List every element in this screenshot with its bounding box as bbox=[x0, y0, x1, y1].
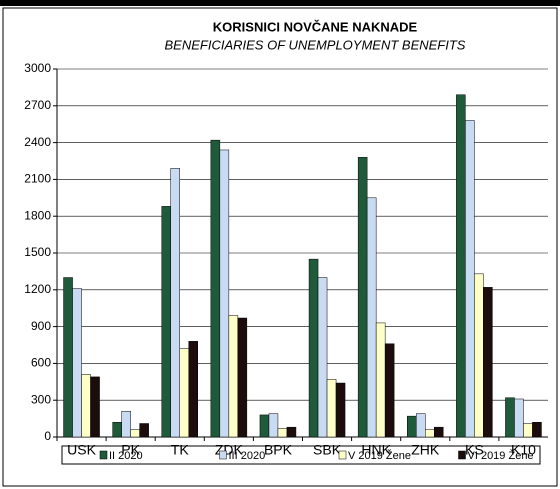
bar bbox=[139, 423, 149, 438]
y-tick-label: 1800 bbox=[24, 208, 51, 222]
bar bbox=[456, 94, 466, 438]
bar bbox=[434, 426, 444, 438]
chart-subtitle: BENEFICIARIES OF UNEMPLOYMENT BENEFITS bbox=[165, 37, 466, 52]
y-tick-label: 3000 bbox=[24, 61, 51, 75]
bar bbox=[357, 157, 368, 438]
bar bbox=[384, 343, 395, 438]
bar bbox=[170, 168, 180, 438]
top-strip bbox=[0, 0, 560, 6]
legend-swatch bbox=[219, 450, 227, 460]
bar bbox=[210, 139, 221, 438]
x-tick-label: TK bbox=[171, 442, 190, 458]
y-tick-label: 1500 bbox=[24, 245, 51, 259]
bar bbox=[228, 315, 239, 438]
legend-swatch bbox=[458, 450, 466, 460]
legend-label: II 2020 bbox=[109, 450, 143, 462]
chart-title: KORISNICI NOVČANE NAKNADE bbox=[213, 19, 418, 34]
y-tick-label: 2100 bbox=[24, 172, 51, 186]
bar bbox=[514, 398, 524, 438]
bar bbox=[286, 426, 297, 438]
y-tick-label: 300 bbox=[31, 392, 51, 406]
bar bbox=[188, 341, 198, 438]
y-tick-label: 0 bbox=[44, 429, 51, 443]
bar bbox=[90, 376, 100, 438]
bar bbox=[317, 277, 328, 438]
bar bbox=[121, 410, 131, 438]
bar bbox=[474, 273, 484, 438]
x-tick-label: PK bbox=[121, 442, 140, 458]
bar bbox=[72, 288, 82, 438]
x-tick-label: SBK bbox=[313, 442, 342, 458]
bar bbox=[416, 413, 426, 438]
legend-box bbox=[61, 445, 541, 465]
bar bbox=[112, 422, 122, 438]
bar bbox=[523, 423, 533, 438]
bar bbox=[483, 287, 493, 438]
bar bbox=[308, 258, 319, 438]
x-tick-label: HNK bbox=[361, 442, 391, 458]
bar bbox=[130, 429, 140, 438]
y-tick-label: 2400 bbox=[24, 135, 51, 149]
bar bbox=[237, 317, 248, 438]
bar bbox=[335, 382, 346, 438]
bar bbox=[407, 415, 417, 438]
legend-swatch bbox=[338, 450, 347, 460]
bar bbox=[425, 429, 435, 438]
legend-label: VI 2019 Žene bbox=[468, 449, 534, 462]
bar bbox=[63, 277, 73, 438]
legend-label: V 2019 Žene bbox=[348, 449, 411, 462]
x-tick-label: ZHK bbox=[411, 442, 440, 458]
bar bbox=[179, 348, 189, 438]
bar bbox=[219, 149, 230, 438]
y-tick-label: 1200 bbox=[24, 282, 51, 296]
legend-swatch bbox=[99, 450, 108, 460]
x-tick-label: BPK bbox=[264, 442, 293, 458]
bar bbox=[277, 428, 288, 438]
bar bbox=[375, 322, 386, 438]
bar bbox=[161, 206, 171, 438]
bar bbox=[81, 374, 91, 438]
legend-label: III 2020 bbox=[229, 450, 266, 462]
y-tick-label: 2700 bbox=[24, 98, 51, 112]
bar bbox=[465, 120, 475, 438]
x-tick-label: K10 bbox=[511, 442, 536, 458]
bar bbox=[366, 197, 377, 438]
y-tick-label: 600 bbox=[31, 356, 51, 370]
y-tick-label: 900 bbox=[31, 319, 51, 333]
bar bbox=[532, 422, 542, 438]
bar bbox=[268, 413, 279, 438]
x-tick-label: USK bbox=[67, 442, 96, 458]
bar bbox=[505, 397, 515, 438]
x-tick-label: KS bbox=[465, 442, 484, 458]
bar bbox=[259, 414, 270, 438]
bar bbox=[326, 379, 337, 438]
